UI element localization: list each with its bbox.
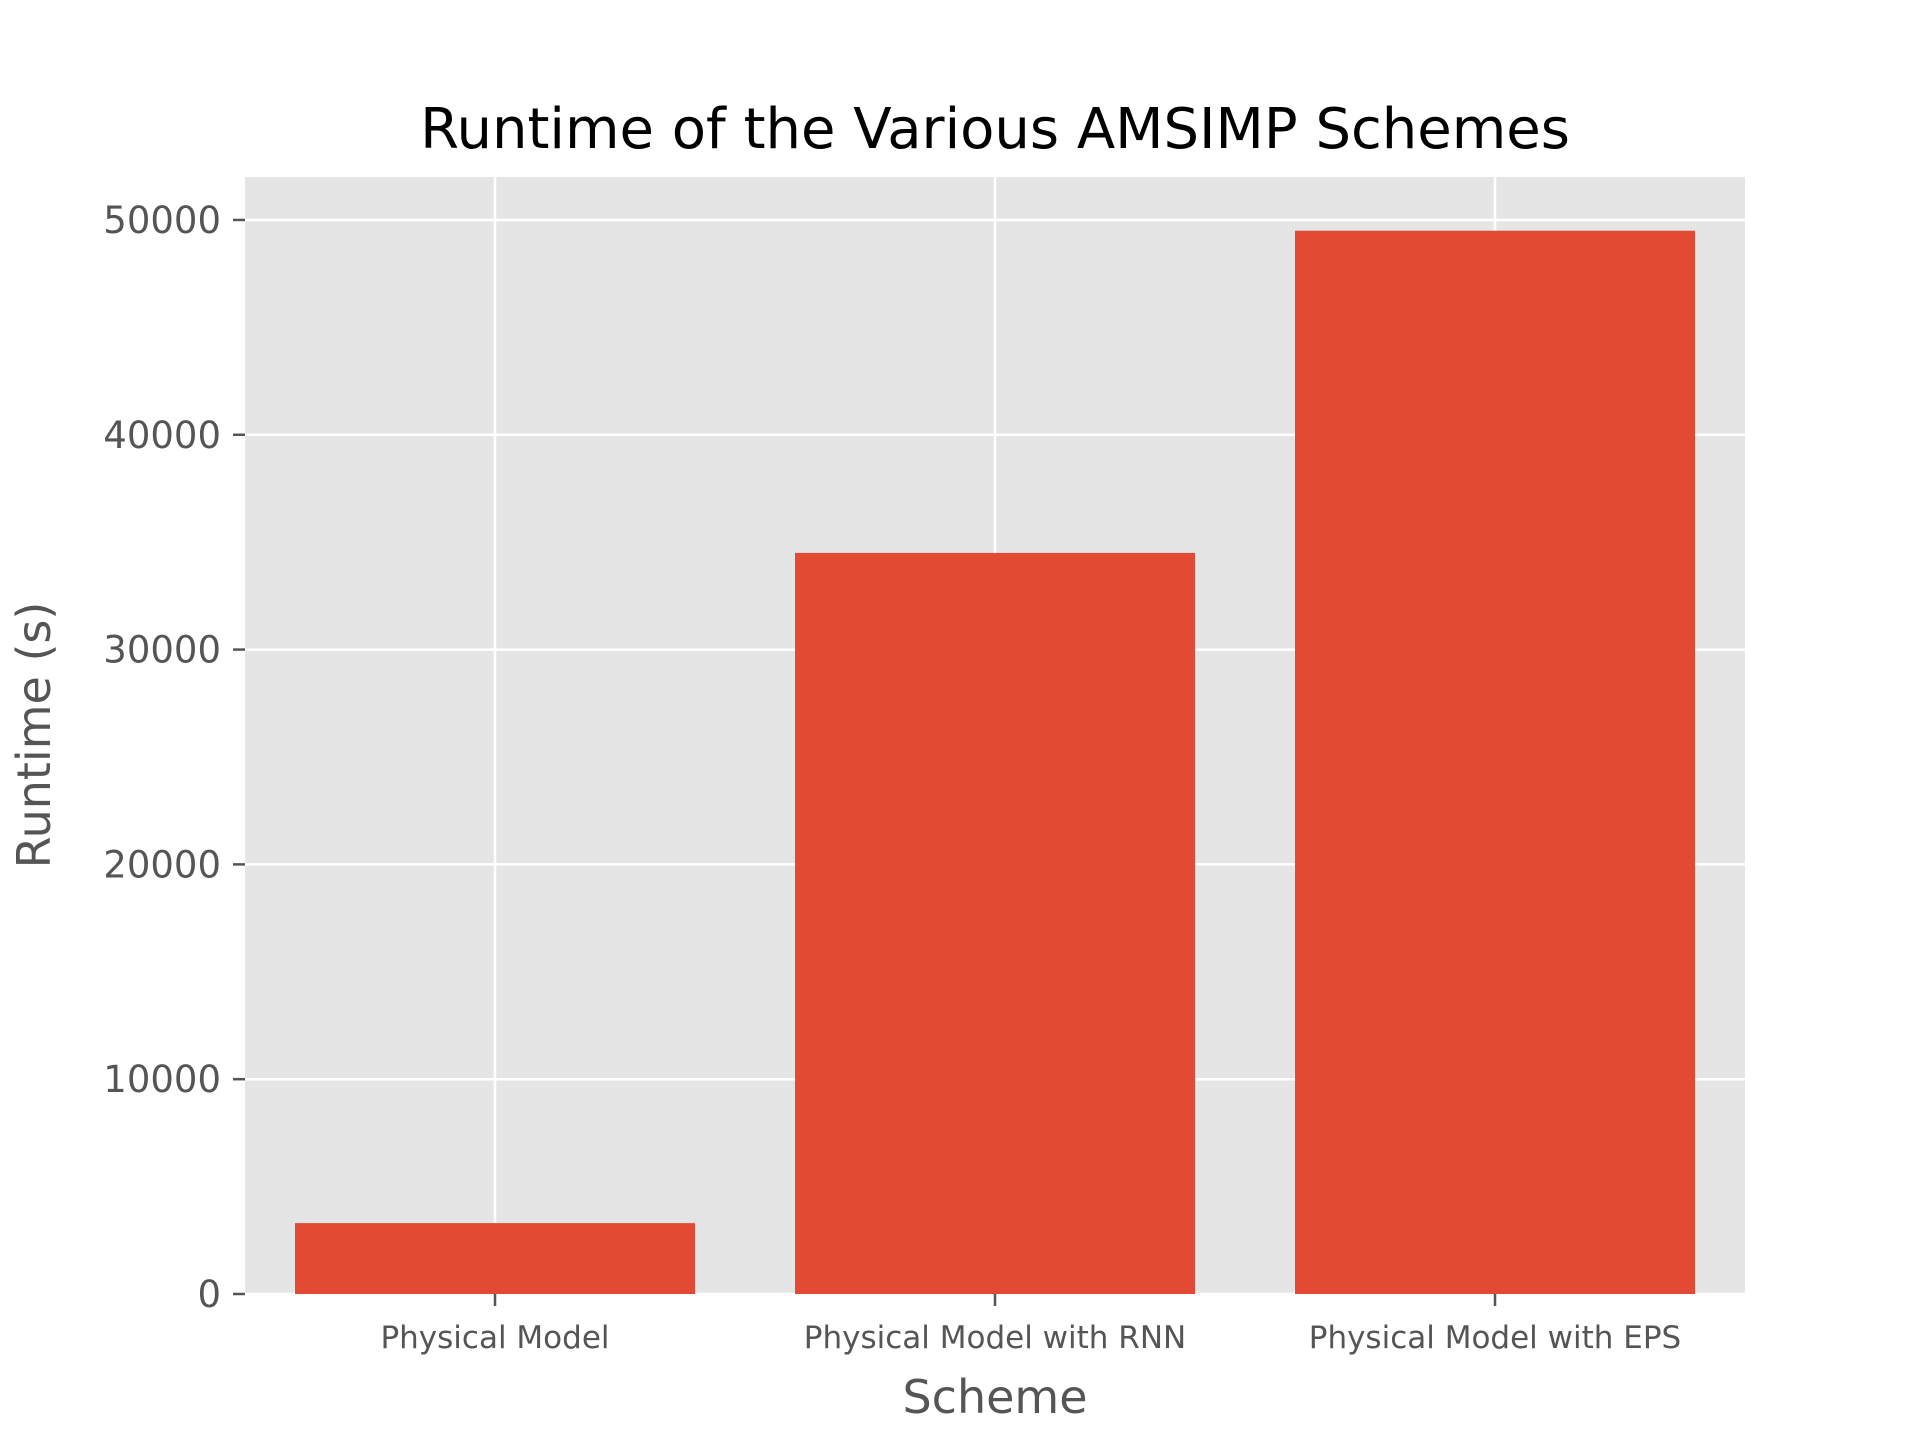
y-tick-label: 40000 [103,414,221,457]
axis-ticks: 0 10000 20000 30000 40000 50000 Physical Model… [103,199,1681,1356]
x-tick-label: Physical Model [380,1320,609,1356]
x-axis-label: Scheme [902,1370,1087,1424]
bar [1295,230,1695,1295]
bars [295,230,1695,1295]
chart-title: Runtime of the Various AMSIMP Schemes [420,97,1570,162]
bar [795,552,1195,1294]
y-tick-label: 30000 [103,629,221,672]
y-tick-label: 0 [197,1273,221,1316]
x-tick-label: Physical Model with RNN [804,1320,1186,1356]
y-tick-label: 50000 [103,199,221,242]
x-tick-label: Physical Model with EPS [1309,1320,1681,1356]
y-tick-label: 20000 [103,843,221,886]
bar [295,1223,695,1294]
y-tick-label: 10000 [103,1058,221,1101]
y-axis-label: Runtime (s) [7,602,61,869]
